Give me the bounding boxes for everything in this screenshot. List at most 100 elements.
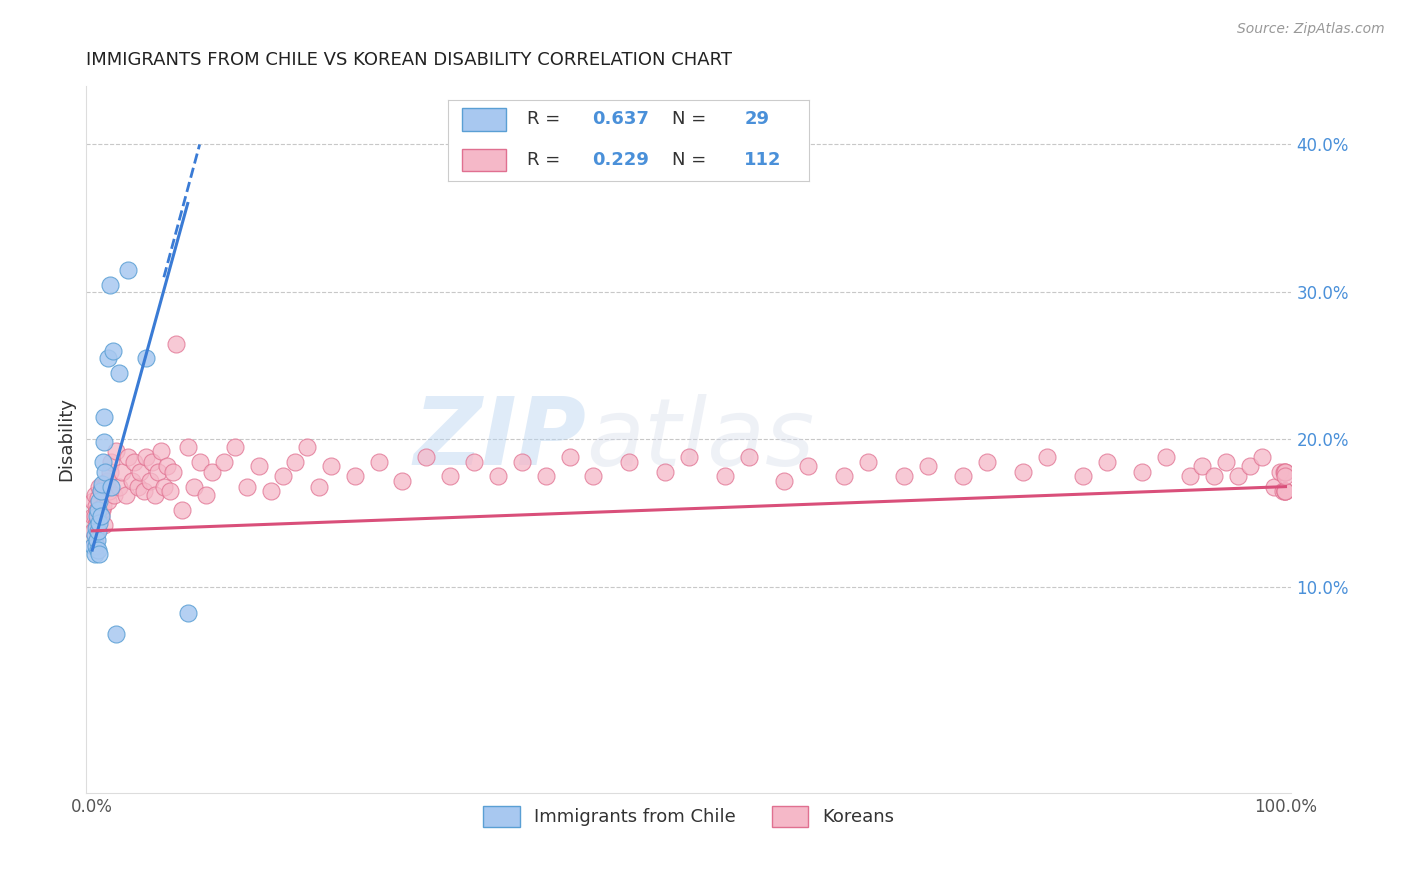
Point [129,465,152,479]
Point [558,450,581,464]
Point [138,474,160,488]
Point [97,483,120,498]
Point [486,469,509,483]
Point [165,336,187,351]
Point [98,277,121,292]
Point [1095,454,1118,468]
Point [83,488,105,502]
Point [117,263,139,277]
Point [1274,465,1296,479]
Point [224,440,246,454]
Point [797,458,820,473]
Point [1239,458,1261,473]
Point [132,483,155,498]
Point [101,343,124,358]
Point [153,480,176,494]
Point [271,469,294,483]
Point [534,469,557,483]
Point [1226,469,1249,483]
Point [96,474,118,488]
Point [1071,469,1094,483]
Point [135,450,157,464]
Point [1274,483,1296,498]
Point [103,488,125,502]
Point [89,516,111,531]
Point [654,465,676,479]
Point [183,480,205,494]
Point [159,483,181,498]
Point [832,469,855,483]
Point [308,480,330,494]
Point [83,548,105,562]
Point [463,454,485,468]
Legend: Immigrants from Chile, Koreans: Immigrants from Chile, Koreans [477,798,901,834]
Text: atlas: atlas [586,394,814,485]
Point [295,440,318,454]
Point [97,494,120,508]
Point [391,474,413,488]
Point [582,469,605,483]
Point [236,480,259,494]
Point [84,518,107,533]
Point [177,440,200,454]
Point [82,539,104,553]
Point [84,521,107,535]
Point [678,450,700,464]
Point [105,627,128,641]
Point [93,518,115,533]
Point [105,444,128,458]
Point [1202,469,1225,483]
Point [100,454,122,468]
Text: ZIP: ZIP [413,393,586,485]
Point [1274,483,1296,498]
Point [86,509,108,524]
Point [1036,450,1059,464]
Point [713,469,735,483]
Point [1272,465,1295,479]
Point [343,469,366,483]
Point [86,533,108,547]
Point [260,483,283,498]
Point [194,488,217,502]
Point [107,366,129,380]
Point [146,465,169,479]
Point [319,458,342,473]
Point [90,483,112,498]
Point [87,514,110,528]
Point [107,480,129,494]
Text: IMMIGRANTS FROM CHILE VS KOREAN DISABILITY CORRELATION CHART: IMMIGRANTS FROM CHILE VS KOREAN DISABILI… [86,51,733,69]
Point [83,509,105,524]
Point [94,465,117,479]
Point [82,509,104,524]
Point [122,454,145,468]
Point [247,458,270,473]
Point [177,607,200,621]
Point [93,435,115,450]
Point [87,491,110,506]
Point [145,488,167,502]
Point [856,454,879,468]
Point [83,528,105,542]
Point [212,454,235,468]
Point [1274,483,1296,498]
Point [952,469,974,483]
Point [82,494,104,508]
Point [156,458,179,473]
Point [415,450,437,464]
Point [510,454,533,468]
Point [1268,465,1291,479]
Point [86,503,108,517]
Point [917,458,939,473]
Point [200,465,222,479]
Point [83,535,105,549]
Point [367,454,389,468]
Point [87,503,110,517]
Point [82,524,104,538]
Point [91,499,114,513]
Point [1178,469,1201,483]
Point [619,454,641,468]
Point [1130,465,1153,479]
Point [284,454,307,468]
Point [1274,469,1296,483]
Point [93,410,115,425]
